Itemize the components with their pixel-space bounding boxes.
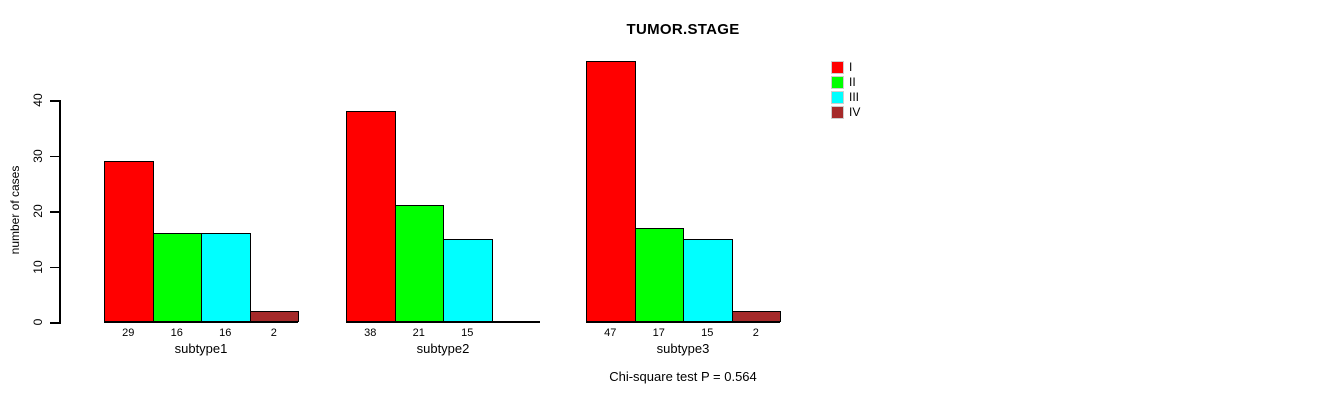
bar-value-label: 16 [219, 327, 232, 339]
bar-subtype2-stage-III [443, 238, 493, 322]
bar-subtype1-stage-I [104, 161, 154, 322]
legend-label: II [849, 75, 856, 89]
group-label-subtype3: subtype3 [656, 341, 710, 356]
y-tick-label: 30 [31, 148, 45, 163]
legend-swatch-II [831, 76, 844, 89]
legend-item-III: III [831, 91, 860, 104]
legend-label: I [849, 60, 853, 74]
bar-value-label: 38 [364, 327, 377, 339]
bar-value-label: 15 [701, 327, 714, 339]
bar-subtype2-stage-I [346, 111, 396, 322]
legend-swatch-III [831, 91, 844, 104]
bar-subtype2-stage-II [394, 205, 444, 322]
y-tick-label: 40 [31, 93, 45, 107]
y-axis-line [59, 100, 61, 324]
legend-label: III [849, 90, 860, 104]
bar-subtype3-stage-III [683, 238, 733, 322]
group-baseline [104, 321, 298, 323]
chart-title: TUMOR.STAGE [626, 21, 740, 38]
bar-subtype1-stage-III [201, 233, 251, 322]
legend-item-I: I [831, 61, 860, 74]
y-tick-mark [50, 322, 59, 324]
y-axis-label: number of cases [8, 165, 22, 255]
bar-value-label: 15 [461, 327, 474, 339]
group-label-subtype2: subtype2 [416, 341, 470, 356]
y-tick-mark [50, 211, 59, 213]
y-tick-mark [50, 155, 59, 157]
bar-value-label: 2 [270, 327, 277, 339]
bar-value-label: 2 [752, 327, 759, 339]
legend-swatch-I [831, 61, 844, 74]
bar-value-label: 16 [170, 327, 183, 339]
y-tick-label: 10 [31, 259, 45, 274]
bar-value-label: 21 [412, 327, 425, 339]
y-tick-label: 20 [31, 204, 45, 218]
legend-item-II: II [831, 76, 860, 89]
legend-swatch-IV [831, 106, 844, 119]
group-label-subtype1: subtype1 [174, 341, 228, 356]
bar-value-label: 47 [604, 327, 617, 339]
group-baseline [346, 321, 540, 323]
bar-subtype3-stage-I [586, 61, 636, 322]
legend: I II III IV [831, 61, 860, 119]
legend-label: IV [849, 105, 861, 119]
bar-subtype3-stage-II [634, 227, 684, 322]
legend-item-IV: IV [831, 106, 860, 119]
bar-value-label: 17 [652, 327, 665, 339]
y-tick-mark [50, 100, 59, 102]
bar-subtype1-stage-IV [249, 310, 299, 322]
y-tick-label: 0 [31, 318, 45, 326]
group-baseline [586, 321, 780, 323]
bar-subtype3-stage-IV [731, 310, 781, 322]
y-tick-mark [50, 266, 59, 268]
bar-value-label: 29 [122, 327, 135, 339]
chi-square-annotation: Chi-square test P = 0.564 [609, 369, 757, 384]
bar-subtype1-stage-II [152, 233, 202, 322]
